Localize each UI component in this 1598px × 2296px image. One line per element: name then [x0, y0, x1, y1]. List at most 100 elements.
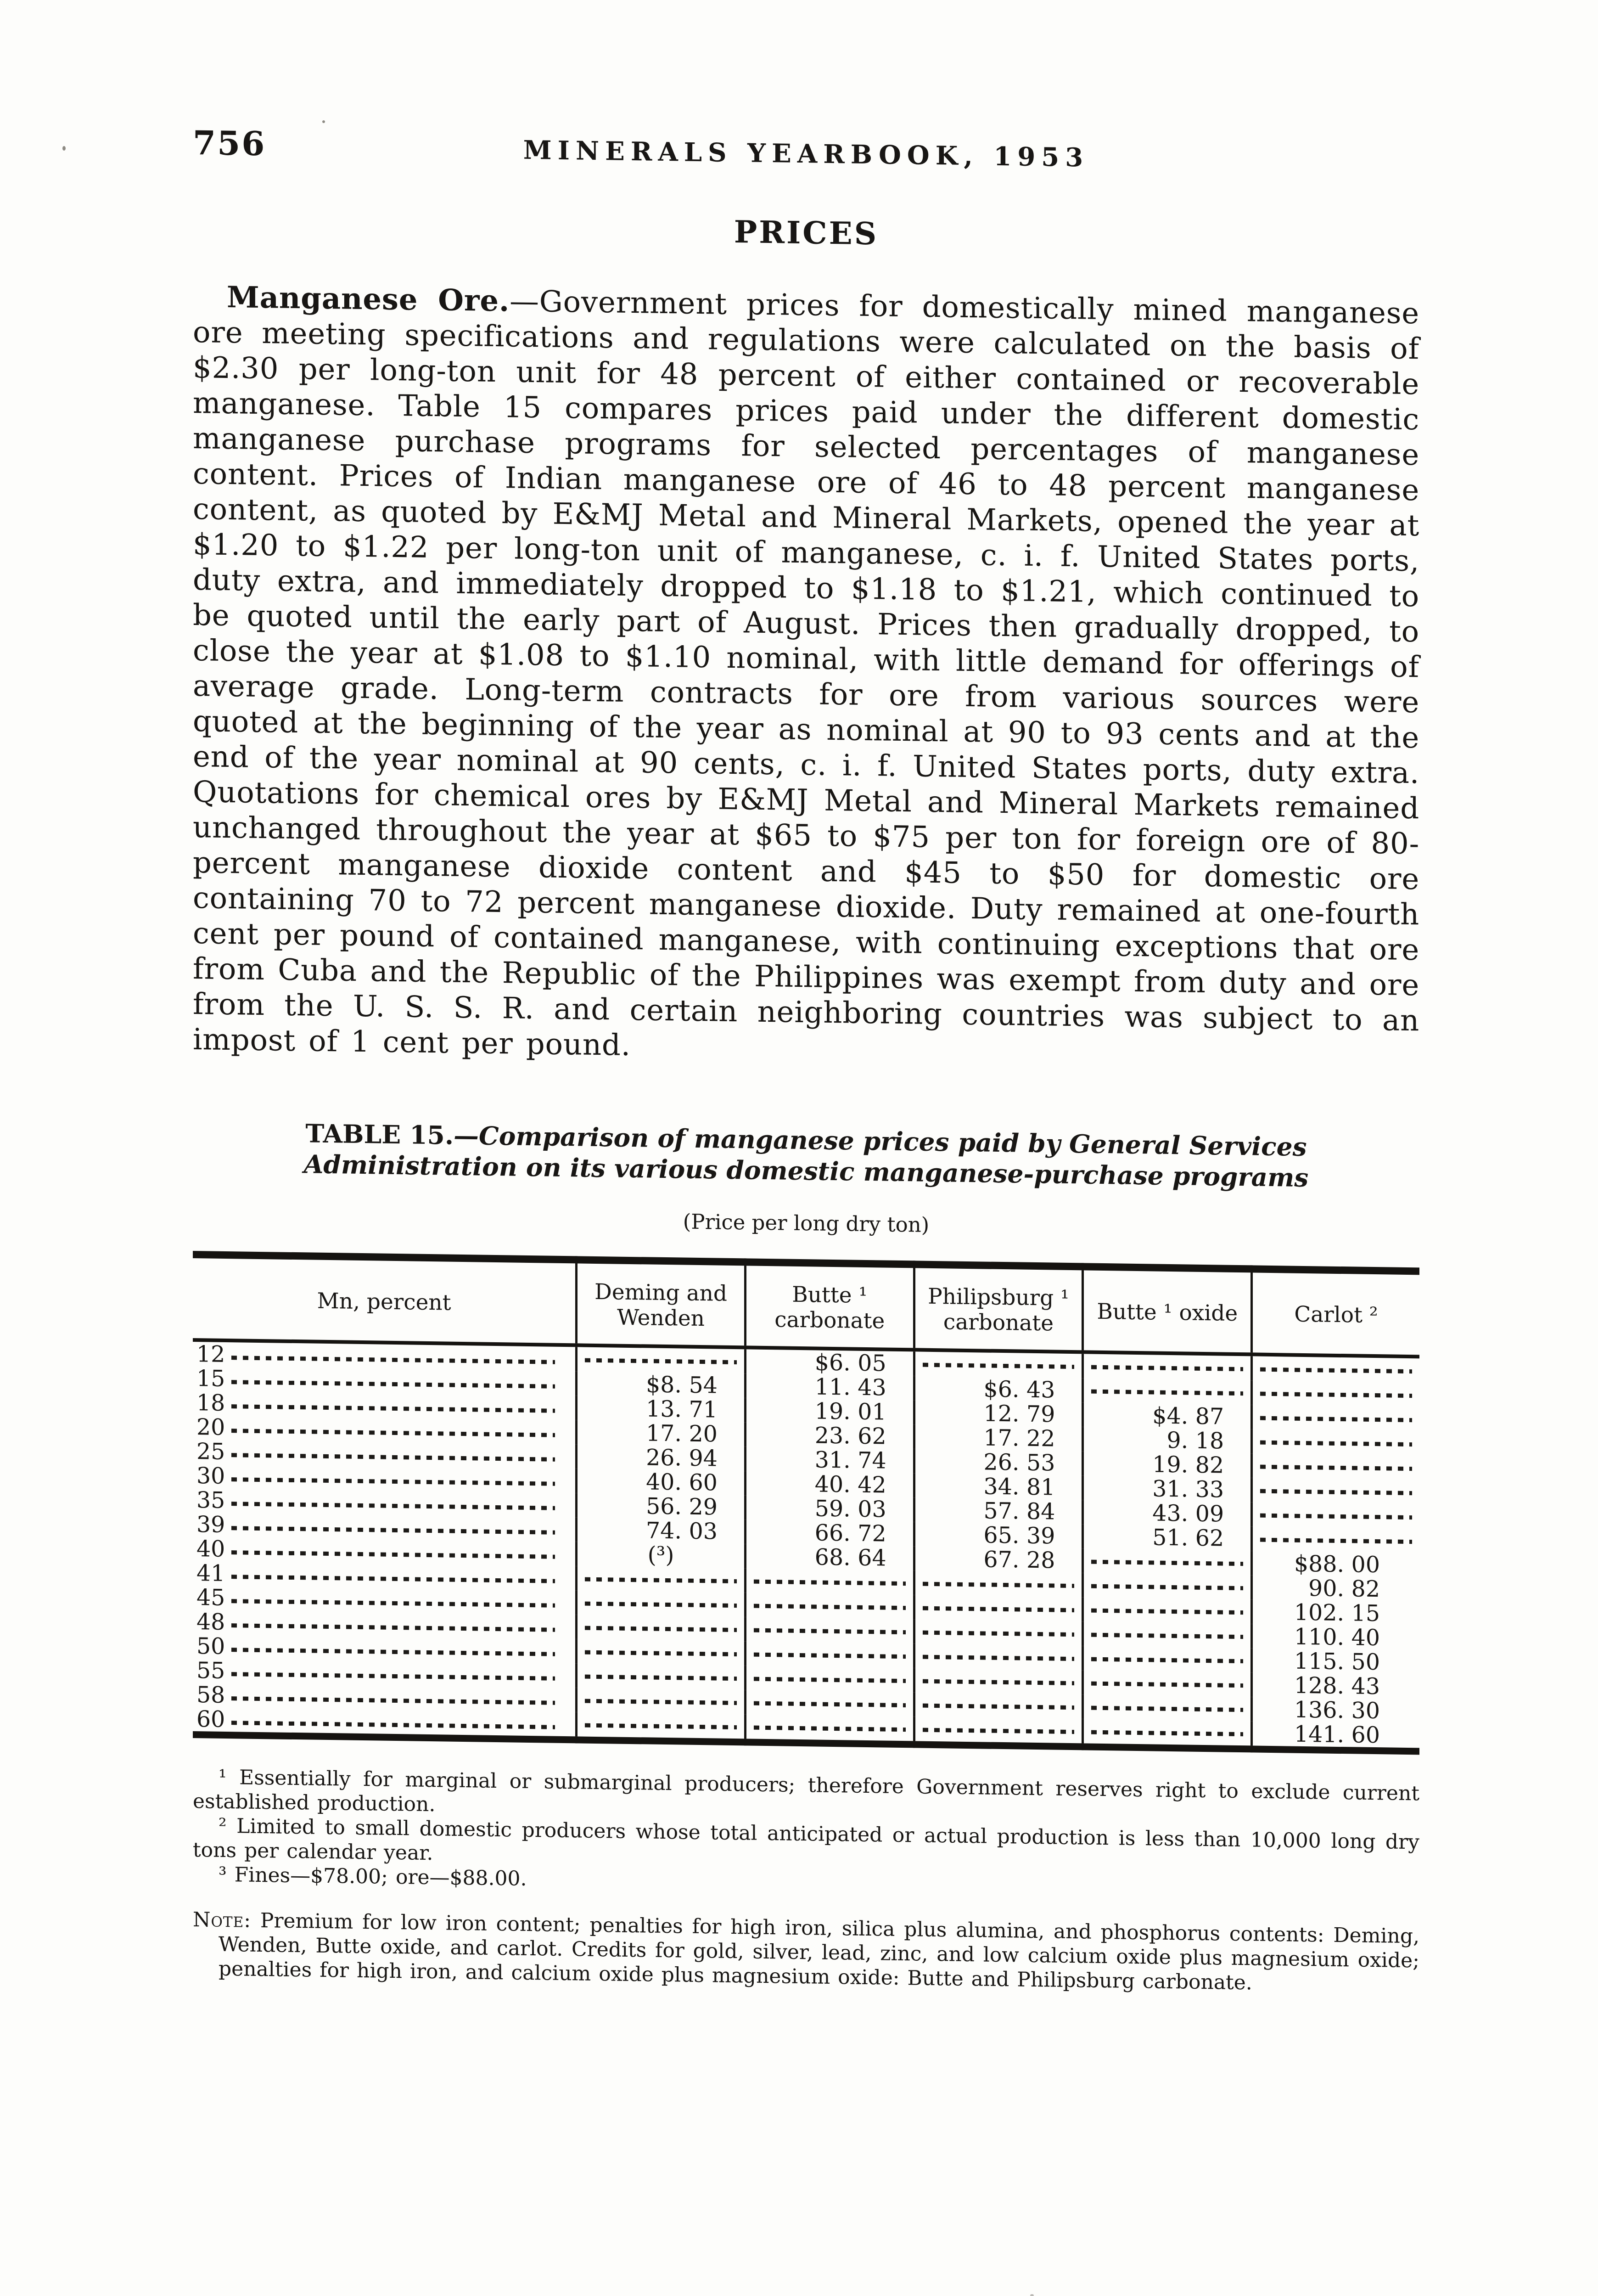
dotted-leader — [231, 1550, 555, 1559]
mn-percent-value: 15 — [196, 1365, 225, 1392]
table-header-row: Mn, percent Deming and Wenden Butte ¹ carb… — [193, 1255, 1419, 1357]
dotted-leader — [231, 1575, 555, 1583]
page-number: 756 — [193, 123, 266, 163]
price-cell — [914, 1570, 1083, 1598]
price-value: 74. 03 — [646, 1517, 718, 1545]
price-cell — [1082, 1670, 1252, 1697]
price-cell — [576, 1566, 746, 1593]
dotted-leader — [1091, 1365, 1244, 1372]
price-value: 17. 20 — [646, 1420, 718, 1447]
scan-speck — [1030, 2294, 1034, 2296]
price-cell — [914, 1643, 1083, 1671]
price-value: 26. 94 — [646, 1444, 718, 1472]
price-cell: 128. 43 — [1251, 1672, 1419, 1700]
price-cell: 51. 62 — [1082, 1524, 1252, 1552]
price-cell: 65. 39 — [914, 1522, 1083, 1549]
price-value: $88. 00 — [1294, 1550, 1380, 1578]
dotted-leader — [1260, 1513, 1412, 1520]
price-value: 66. 72 — [814, 1519, 886, 1547]
dotted-leader — [1091, 1632, 1244, 1639]
price-cell — [745, 1568, 914, 1595]
mn-percent-value: 40 — [196, 1536, 225, 1562]
price-value: 65. 39 — [983, 1522, 1055, 1549]
dotted-leader — [922, 1728, 1075, 1734]
price-cell — [745, 1714, 914, 1745]
table-note: Note: Premium for low iron content; pena… — [193, 1908, 1419, 1997]
scan-speck — [62, 146, 66, 151]
price-cell — [745, 1690, 914, 1717]
dotted-leader — [1091, 1584, 1244, 1591]
mn-percent-value: 50 — [196, 1633, 225, 1660]
price-value: (³) — [647, 1542, 674, 1569]
price-cell: 43. 09 — [1082, 1500, 1252, 1527]
dotted-leader — [753, 1677, 906, 1683]
dotted-leader — [585, 1626, 737, 1632]
price-cell — [914, 1350, 1083, 1379]
price-value: 128. 43 — [1294, 1672, 1380, 1700]
price-cell — [745, 1641, 914, 1668]
running-head: 756 MINERALS YEARBOOK, 1953 — [193, 123, 1419, 179]
dotted-leader — [753, 1652, 906, 1659]
price-cell: 19. 82 — [1082, 1451, 1252, 1479]
dotted-leader — [753, 1701, 906, 1708]
price-value: 110. 40 — [1294, 1623, 1380, 1651]
price-cell: 40. 60 — [576, 1469, 746, 1496]
dotted-leader — [1091, 1730, 1244, 1737]
price-cell: 67. 28 — [914, 1546, 1083, 1574]
article-lead-in: Manganese Ore. — [227, 280, 510, 319]
price-cell: 13. 71 — [576, 1396, 746, 1423]
price-value: 19. 82 — [1152, 1451, 1224, 1479]
price-value: 56. 29 — [646, 1493, 718, 1520]
price-value: 115. 50 — [1294, 1648, 1380, 1676]
price-cell — [1251, 1453, 1419, 1480]
mn-percent-value: 18 — [196, 1390, 225, 1416]
table-header: Mn, percent Deming and Wenden Butte ¹ carb… — [193, 1255, 1419, 1357]
mn-percent-value: 55 — [196, 1657, 225, 1684]
price-value: 19. 01 — [814, 1398, 886, 1425]
price-cell — [745, 1617, 914, 1644]
column-header: Butte ¹ carbonate — [745, 1262, 914, 1350]
dotted-leader — [585, 1358, 737, 1365]
table-body: 12 $6. 05 15 $8. 54 11. 43 $6. 43 18 13. 71 19. … — [193, 1340, 1419, 1751]
price-value: 26. 53 — [983, 1449, 1055, 1476]
price-cell — [576, 1688, 746, 1715]
table-unit-note: (Price per long dry ton) — [683, 1209, 930, 1237]
dotted-leader — [753, 1579, 906, 1586]
dotted-leader — [231, 1672, 555, 1681]
dotted-leader — [1091, 1389, 1244, 1396]
price-cell: 17. 20 — [576, 1420, 746, 1447]
price-cell — [576, 1639, 746, 1666]
price-value: $4. 87 — [1152, 1402, 1224, 1430]
mn-percent-value: 41 — [196, 1560, 225, 1587]
price-cell: 31. 74 — [745, 1446, 914, 1474]
price-value: 90. 82 — [1308, 1575, 1380, 1603]
column-header: Carlot ² — [1251, 1269, 1419, 1357]
table-caption: TABLE 15.—Comparison of manganese prices… — [266, 1117, 1346, 1193]
price-cell: 68. 64 — [745, 1544, 914, 1571]
dotted-leader — [922, 1703, 1075, 1710]
price-cell — [1251, 1405, 1419, 1432]
dotted-leader — [1091, 1657, 1244, 1664]
price-cell — [914, 1668, 1083, 1695]
section-heading: PRICES — [734, 214, 879, 252]
column-header: Deming and Wenden — [576, 1260, 746, 1348]
price-cell: 102. 15 — [1251, 1599, 1419, 1626]
dotted-leader — [231, 1526, 555, 1535]
dotted-leader — [1260, 1416, 1412, 1423]
price-value: 43. 09 — [1152, 1500, 1224, 1527]
dotted-leader — [922, 1654, 1075, 1661]
price-value: 23. 62 — [814, 1422, 886, 1450]
price-cell — [1082, 1719, 1252, 1749]
scan-speck — [322, 120, 325, 123]
price-cell — [576, 1345, 746, 1374]
price-value: 34. 81 — [983, 1473, 1055, 1501]
page-content: 756 MINERALS YEARBOOK, 1953 PRICES Manga… — [193, 123, 1419, 1997]
dotted-leader — [1091, 1608, 1244, 1615]
price-value: 136. 30 — [1294, 1696, 1380, 1724]
price-cell — [1082, 1573, 1252, 1600]
mn-percent-cell: 60 — [193, 1706, 577, 1740]
price-cell: 11. 43 — [745, 1373, 914, 1401]
mn-percent-value: 60 — [196, 1706, 225, 1733]
mn-percent-value: 12 — [196, 1341, 225, 1367]
